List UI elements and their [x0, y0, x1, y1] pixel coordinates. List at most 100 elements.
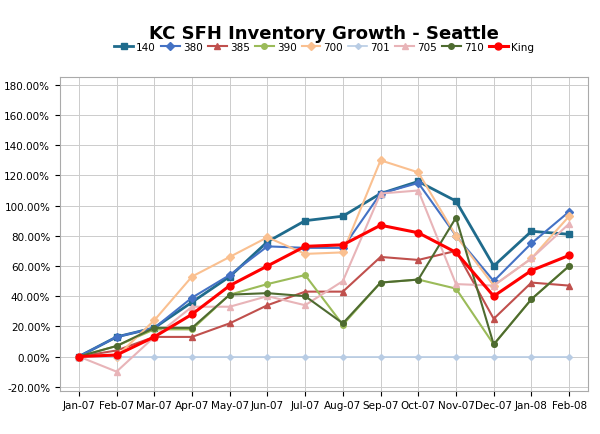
700: [113, 354, 120, 359]
700: [415, 171, 422, 176]
385: [415, 258, 422, 263]
Line: 705: 705: [76, 188, 572, 375]
701: [151, 354, 158, 359]
390: [302, 273, 309, 278]
King: [566, 253, 573, 258]
380: [415, 181, 422, 186]
King: [226, 283, 233, 289]
140: [75, 354, 82, 359]
390: [452, 286, 460, 292]
380: [302, 246, 309, 251]
Line: King: King: [76, 222, 572, 360]
390: [188, 327, 196, 332]
140: [113, 335, 120, 340]
385: [339, 289, 346, 295]
701: [264, 354, 271, 359]
380: [188, 296, 196, 301]
710: [113, 344, 120, 349]
390: [528, 297, 535, 302]
380: [151, 326, 158, 331]
King: [113, 352, 120, 358]
King: [302, 244, 309, 250]
King: [339, 243, 346, 248]
380: [528, 241, 535, 247]
710: [452, 216, 460, 221]
705: [302, 303, 309, 308]
140: [452, 199, 460, 204]
Line: 700: 700: [76, 158, 572, 359]
140: [226, 274, 233, 279]
705: [452, 282, 460, 287]
385: [188, 335, 196, 340]
710: [264, 291, 271, 296]
King: [264, 264, 271, 269]
King: [188, 312, 196, 317]
140: [151, 326, 158, 331]
380: [566, 210, 573, 215]
140: [490, 264, 497, 269]
King: [151, 335, 158, 340]
385: [302, 289, 309, 295]
385: [113, 348, 120, 353]
705: [151, 335, 158, 340]
385: [528, 280, 535, 286]
Legend: 140, 380, 385, 390, 700, 701, 705, 710, King: 140, 380, 385, 390, 700, 701, 705, 710, …: [114, 43, 534, 53]
King: [528, 268, 535, 273]
700: [75, 354, 82, 359]
385: [226, 321, 233, 326]
705: [377, 191, 384, 197]
390: [75, 354, 82, 359]
380: [113, 335, 120, 340]
390: [151, 327, 158, 332]
701: [528, 354, 535, 359]
701: [490, 354, 497, 359]
380: [264, 244, 271, 250]
Line: 390: 390: [76, 263, 572, 359]
390: [377, 280, 384, 286]
705: [226, 304, 233, 309]
King: [415, 230, 422, 236]
701: [377, 354, 384, 359]
700: [264, 235, 271, 240]
380: [452, 233, 460, 239]
390: [415, 277, 422, 283]
710: [566, 264, 573, 269]
700: [226, 255, 233, 260]
705: [415, 188, 422, 194]
140: [566, 232, 573, 237]
710: [75, 354, 82, 359]
701: [75, 354, 82, 359]
705: [113, 369, 120, 375]
390: [226, 293, 233, 298]
710: [415, 277, 422, 283]
701: [566, 354, 573, 359]
705: [490, 283, 497, 289]
Line: 140: 140: [76, 178, 572, 360]
380: [339, 246, 346, 251]
390: [490, 342, 497, 347]
705: [188, 304, 196, 309]
385: [264, 303, 271, 308]
710: [339, 321, 346, 326]
710: [226, 293, 233, 298]
385: [452, 249, 460, 254]
700: [490, 283, 497, 289]
380: [377, 191, 384, 197]
700: [566, 214, 573, 219]
King: [377, 223, 384, 228]
700: [302, 252, 309, 257]
700: [151, 318, 158, 323]
705: [528, 256, 535, 261]
705: [339, 279, 346, 284]
701: [188, 354, 196, 359]
710: [528, 297, 535, 302]
700: [188, 274, 196, 279]
700: [339, 250, 346, 256]
705: [566, 222, 573, 227]
385: [566, 283, 573, 289]
705: [75, 354, 82, 359]
385: [377, 255, 384, 260]
701: [415, 354, 422, 359]
140: [188, 300, 196, 305]
385: [151, 335, 158, 340]
